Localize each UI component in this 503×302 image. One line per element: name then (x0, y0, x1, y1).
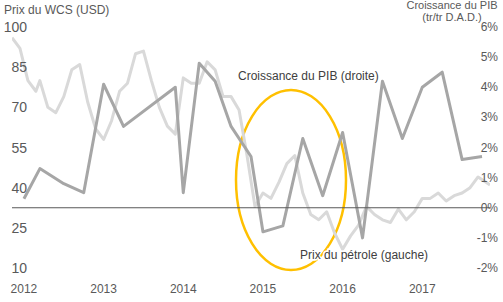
highlight-ellipse (236, 90, 346, 270)
y2-tick-label: 5% (481, 50, 499, 64)
plot-area (12, 38, 490, 250)
chart: 10 25 40 55 70 85 100 -2% -1% 0% 1% 2% 3% 4% 5% 6% 2012 2… (0, 0, 503, 302)
y-axis-title: Prix du WCS (USD) (4, 3, 109, 17)
annotation: Prix du pétrole (gauche) (300, 248, 428, 262)
y-tick-label: 55 (11, 140, 27, 156)
y2-tick-label: 1% (481, 171, 499, 185)
y-tick-label: 100 (4, 19, 28, 35)
x-tick-label: 2012 (11, 282, 38, 296)
y-tick-label: 10 (11, 260, 27, 276)
line-series (12, 38, 490, 250)
line-series (24, 63, 482, 238)
y2-tick-label: -2% (477, 261, 499, 275)
y2-tick-label: 2% (481, 141, 499, 155)
y-tick-label: 70 (11, 99, 27, 115)
y2-tick-label: 4% (481, 80, 499, 94)
x-tick-label: 2016 (329, 282, 356, 296)
y2-tick-label: 6% (481, 20, 499, 34)
x-tick-label: 2017 (409, 282, 436, 296)
y-tick-label: 25 (11, 220, 27, 236)
annotation: Croissance du PIB (droite) (238, 69, 379, 83)
y-tick-label: 85 (11, 59, 27, 75)
x-tick-label: 2014 (170, 282, 197, 296)
x-tick-label: 2013 (90, 282, 117, 296)
y2-axis-title: Croissance du PIB (406, 0, 497, 11)
y2-tick-label: -1% (477, 231, 499, 245)
y2-tick-label: 3% (481, 110, 499, 124)
x-axis-line (12, 207, 490, 208)
y2-axis-title: (tr/tr D.A.D.) (422, 11, 481, 23)
y-tick-label: 40 (11, 180, 27, 196)
y2-tick-label: 0% (481, 201, 499, 215)
x-tick-label: 2015 (250, 282, 277, 296)
